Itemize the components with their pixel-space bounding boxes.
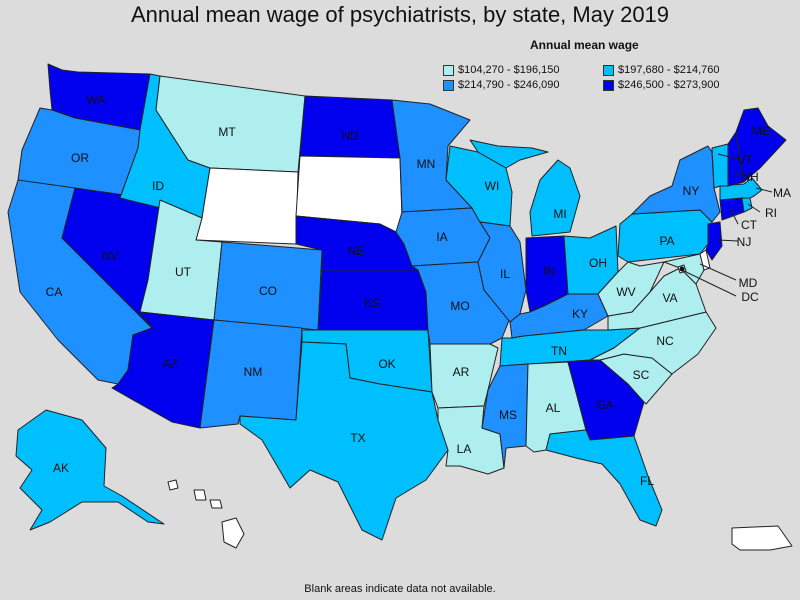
state-label-IL: IL bbox=[500, 267, 510, 281]
state-label-MS: MS bbox=[499, 408, 517, 422]
legend-item-tier-1: $104,270 - $196,150 bbox=[443, 64, 560, 76]
footnote: Blank areas indicate data not available. bbox=[304, 583, 496, 595]
state-label-FL: FL bbox=[640, 474, 654, 488]
state-label-NM: NM bbox=[244, 365, 263, 379]
state-label-WI: WI bbox=[485, 179, 500, 193]
state-label-AL: AL bbox=[546, 401, 561, 415]
state-label-CA: CA bbox=[46, 285, 63, 299]
label-leader-lines bbox=[679, 153, 773, 297]
state-label-MN: MN bbox=[417, 157, 436, 171]
state-AR[interactable] bbox=[429, 343, 499, 409]
legend-swatch-tier-3 bbox=[443, 79, 454, 91]
legend-title: Annual mean wage bbox=[530, 38, 639, 52]
state-label-KY: KY bbox=[572, 307, 588, 321]
state-label-ME: ME bbox=[752, 124, 770, 138]
state-label-MI: MI bbox=[553, 207, 566, 221]
state-label-ID: ID bbox=[152, 179, 164, 193]
state-labels: WA OR CA NV ID MT UT AZ CO NM ND NE KS O… bbox=[46, 93, 791, 488]
legend-swatch-tier-2 bbox=[603, 64, 614, 76]
state-CT[interactable] bbox=[719, 197, 745, 221]
state-HI[interactable] bbox=[167, 479, 245, 549]
state-label-MO: MO bbox=[450, 299, 469, 313]
state-label-CO: CO bbox=[259, 284, 277, 298]
legend-swatch-tier-4 bbox=[603, 79, 614, 91]
state-label-NH: NH bbox=[741, 170, 758, 184]
state-MA[interactable] bbox=[719, 177, 763, 201]
state-FL[interactable] bbox=[545, 429, 663, 527]
state-label-PA: PA bbox=[659, 234, 674, 248]
state-label-MA: MA bbox=[773, 186, 791, 200]
state-label-WV: WV bbox=[616, 285, 635, 299]
state-label-SC: SC bbox=[633, 368, 650, 382]
map-title: Annual mean wage of psychiatrists, by st… bbox=[130, 2, 670, 27]
state-label-IN: IN bbox=[543, 264, 555, 278]
legend-item-tier-4: $246,500 - $273,900 bbox=[603, 79, 720, 91]
state-TX[interactable] bbox=[239, 341, 449, 541]
state-label-AZ: AZ bbox=[162, 357, 177, 371]
state-NY[interactable] bbox=[631, 145, 721, 223]
state-NJ[interactable] bbox=[705, 221, 723, 261]
state-label-OH: OH bbox=[589, 256, 607, 270]
state-label-NV: NV bbox=[102, 249, 119, 263]
legend-swatch-tier-1 bbox=[443, 64, 454, 76]
legend-label-tier-4: $246,500 - $273,900 bbox=[618, 79, 720, 91]
state-label-KS: KS bbox=[364, 296, 380, 310]
state-label-AK: AK bbox=[53, 461, 69, 475]
state-label-VT: VT bbox=[737, 153, 753, 167]
legend-item-tier-2: $197,680 - $214,760 bbox=[603, 64, 720, 76]
state-label-UT: UT bbox=[175, 265, 192, 279]
legend-item-tier-3: $214,790 - $246,090 bbox=[443, 79, 560, 91]
state-PR[interactable] bbox=[731, 525, 793, 551]
state-label-GA: GA bbox=[596, 398, 613, 412]
legend-label-tier-2: $197,680 - $214,760 bbox=[618, 64, 720, 76]
state-AK[interactable] bbox=[15, 409, 165, 531]
state-label-DC: DC bbox=[741, 290, 759, 304]
state-label-AR: AR bbox=[453, 365, 470, 379]
state-label-TX: TX bbox=[350, 431, 365, 445]
state-label-IA: IA bbox=[436, 230, 447, 244]
state-label-OR: OR bbox=[71, 151, 89, 165]
state-label-MT: MT bbox=[218, 125, 236, 139]
state-RI[interactable] bbox=[741, 197, 753, 213]
state-ND[interactable] bbox=[299, 95, 401, 159]
legend-label-tier-3: $214,790 - $246,090 bbox=[458, 79, 560, 91]
state-label-NE: NE bbox=[348, 244, 365, 258]
state-label-LA: LA bbox=[457, 442, 472, 456]
state-label-TN: TN bbox=[551, 344, 567, 358]
state-label-NC: NC bbox=[656, 334, 674, 348]
legend-label-tier-1: $104,270 - $196,150 bbox=[458, 64, 560, 76]
state-label-RI: RI bbox=[765, 206, 777, 220]
state-MI[interactable] bbox=[469, 139, 581, 237]
state-ME[interactable] bbox=[735, 107, 787, 183]
state-label-OK: OK bbox=[378, 357, 395, 371]
state-label-CT: CT bbox=[741, 218, 758, 232]
state-label-MD: MD bbox=[739, 276, 758, 290]
state-label-ND: ND bbox=[341, 129, 359, 143]
state-label-NJ: NJ bbox=[737, 235, 752, 249]
state-label-VA: VA bbox=[662, 291, 677, 305]
state-VT[interactable] bbox=[711, 143, 729, 189]
state-WY[interactable] bbox=[195, 167, 299, 245]
state-label-NY: NY bbox=[683, 184, 700, 198]
state-label-WA: WA bbox=[87, 93, 106, 107]
